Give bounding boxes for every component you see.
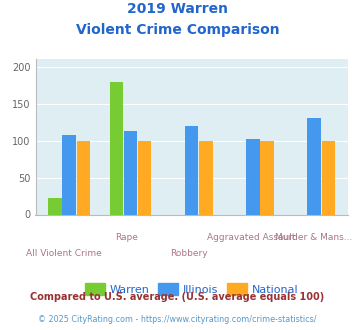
Bar xyxy=(110,82,123,214)
Bar xyxy=(199,141,213,214)
Legend: Warren, Illinois, National: Warren, Illinois, National xyxy=(81,279,302,299)
Bar xyxy=(322,141,335,214)
Text: © 2025 CityRating.com - https://www.cityrating.com/crime-statistics/: © 2025 CityRating.com - https://www.city… xyxy=(38,315,317,324)
Bar xyxy=(48,198,62,214)
Bar xyxy=(77,141,90,214)
Text: Violent Crime Comparison: Violent Crime Comparison xyxy=(76,23,279,37)
Bar xyxy=(138,141,151,214)
Text: 2019 Warren: 2019 Warren xyxy=(127,2,228,16)
Text: Aggravated Assault: Aggravated Assault xyxy=(207,233,295,242)
Text: Murder & Mans...: Murder & Mans... xyxy=(275,233,352,242)
Bar xyxy=(246,139,260,214)
Text: Compared to U.S. average. (U.S. average equals 100): Compared to U.S. average. (U.S. average … xyxy=(31,292,324,302)
Bar xyxy=(62,135,76,214)
Text: All Violent Crime: All Violent Crime xyxy=(26,249,102,258)
Text: Rape: Rape xyxy=(115,233,137,242)
Bar xyxy=(260,141,274,214)
Text: Robbery: Robbery xyxy=(170,249,207,258)
Bar xyxy=(185,126,198,214)
Bar xyxy=(124,131,137,214)
Bar xyxy=(307,118,321,214)
